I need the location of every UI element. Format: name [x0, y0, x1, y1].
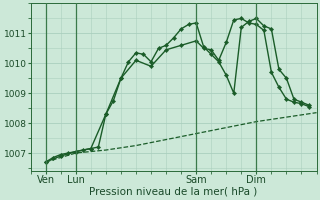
X-axis label: Pression niveau de la mer( hPa ): Pression niveau de la mer( hPa ) [90, 187, 258, 197]
